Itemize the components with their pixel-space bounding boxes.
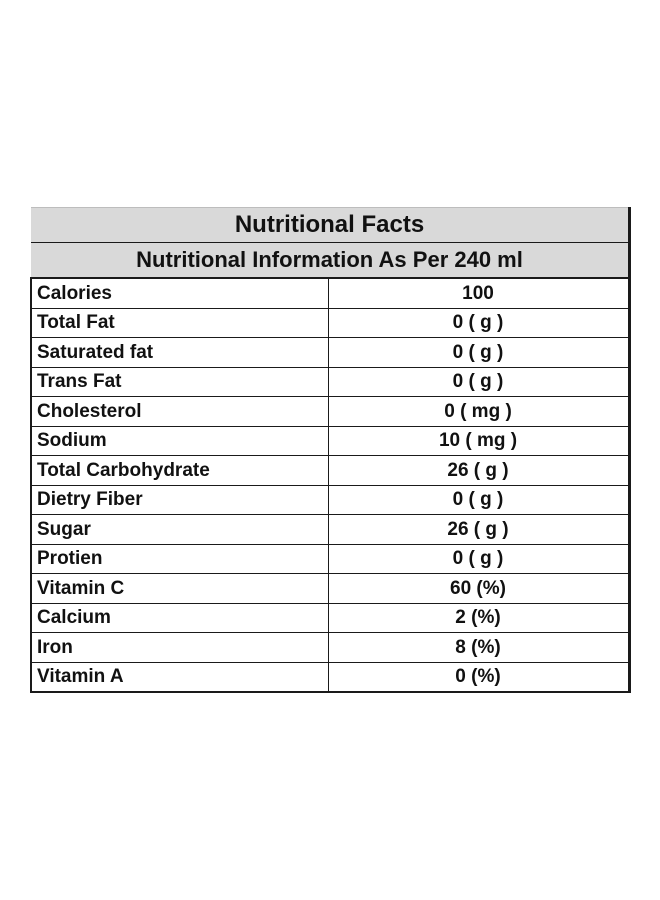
- nutrient-value: 26 ( g ): [327, 455, 630, 486]
- nutrient-name: Sodium: [30, 425, 329, 456]
- nutrient-value: 8 (%): [327, 632, 630, 663]
- nutrient-value: 2 (%): [327, 602, 630, 633]
- table-row: Vitamin A 0 (%): [30, 661, 630, 693]
- nutrient-name: Calcium: [30, 602, 329, 633]
- nutrient-value: 0 ( g ): [327, 484, 630, 515]
- table-row: Dietry Fiber 0 ( g ): [30, 484, 630, 515]
- nutrient-value: 10 ( mg ): [327, 425, 630, 456]
- nutrient-name: Vitamin A: [30, 661, 329, 693]
- table-subtitle: Nutritional Information As Per 240 ml: [30, 242, 630, 279]
- nutrient-name: Iron: [30, 632, 329, 663]
- table-row: Cholesterol 0 ( mg ): [30, 396, 630, 427]
- nutrient-value: 0 ( g ): [327, 366, 630, 397]
- table-row: Saturated fat 0 ( g ): [30, 337, 630, 368]
- title-row: Nutritional Facts: [30, 207, 630, 243]
- table-row: Iron 8 (%): [30, 632, 630, 663]
- nutrient-name: Protien: [30, 543, 329, 574]
- table-row: Sodium 10 ( mg ): [30, 425, 630, 456]
- nutrient-name: Saturated fat: [30, 337, 329, 368]
- table-row: Trans Fat 0 ( g ): [30, 366, 630, 397]
- table-row: Total Fat 0 ( g ): [30, 307, 630, 338]
- nutrient-name: Dietry Fiber: [30, 484, 329, 515]
- nutrition-facts-table: Nutritional Facts Nutritional Informatio…: [30, 207, 631, 693]
- nutrient-name: Cholesterol: [30, 396, 329, 427]
- table-row: Vitamin C 60 (%): [30, 573, 630, 604]
- nutrient-name: Vitamin C: [30, 573, 329, 604]
- nutrient-name: Calories: [30, 277, 329, 309]
- nutrient-name: Trans Fat: [30, 366, 329, 397]
- nutrient-value: 0 ( g ): [327, 543, 630, 574]
- nutrient-value: 0 ( g ): [327, 307, 630, 338]
- table-row: Calories 100: [30, 277, 630, 309]
- nutrient-value: 26 ( g ): [327, 514, 630, 545]
- subtitle-row: Nutritional Information As Per 240 ml: [30, 242, 630, 279]
- table-title: Nutritional Facts: [30, 207, 630, 243]
- nutrient-value: 0 ( g ): [327, 337, 630, 368]
- nutrient-value: 0 ( mg ): [327, 396, 630, 427]
- table-row: Calcium 2 (%): [30, 602, 630, 633]
- nutrient-value: 100: [327, 277, 630, 309]
- nutrient-value: 0 (%): [327, 661, 630, 693]
- nutrient-name: Total Fat: [30, 307, 329, 338]
- table-row: Protien 0 ( g ): [30, 543, 630, 574]
- table-row: Total Carbohydrate 26 ( g ): [30, 455, 630, 486]
- nutrient-name: Total Carbohydrate: [30, 455, 329, 486]
- nutrient-value: 60 (%): [327, 573, 630, 604]
- table-row: Sugar 26 ( g ): [30, 514, 630, 545]
- nutrient-name: Sugar: [30, 514, 329, 545]
